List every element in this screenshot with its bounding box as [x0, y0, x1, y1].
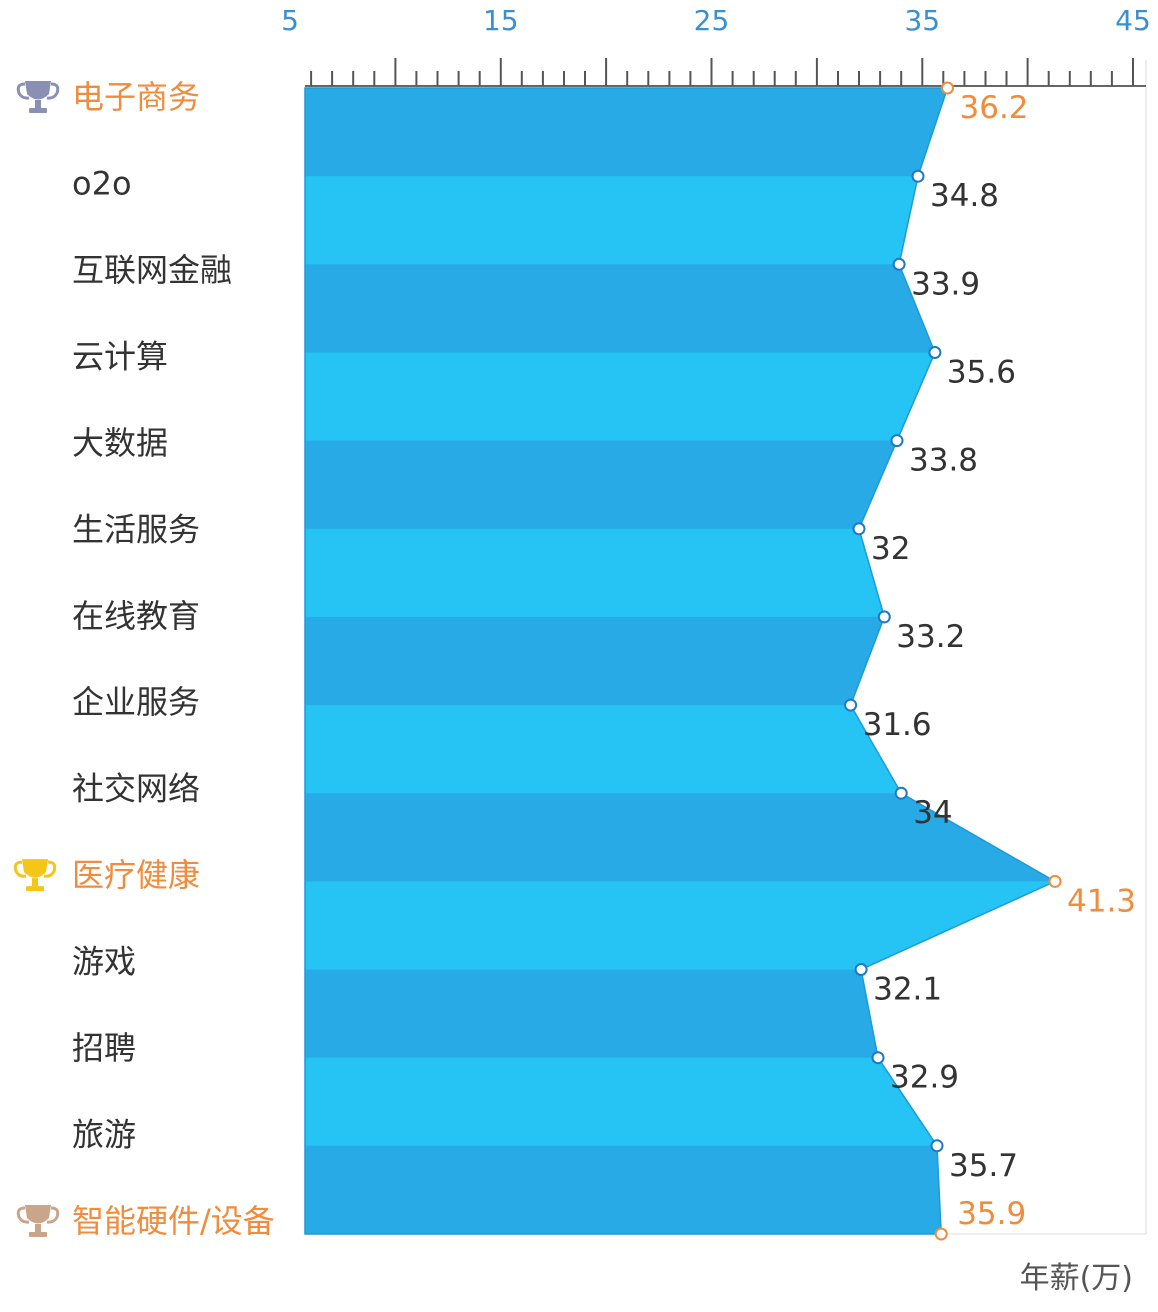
- data-value-label: 35.6: [947, 355, 1016, 391]
- data-value-label: 33.2: [896, 619, 965, 655]
- area-band: [305, 705, 1055, 794]
- area-bands: [305, 88, 1055, 1234]
- data-point: [911, 169, 925, 183]
- category-label: 互联网金融: [72, 251, 232, 289]
- category-label: 智能硬件/设备: [72, 1202, 275, 1240]
- data-value-label: 34: [913, 795, 952, 831]
- data-point: [894, 786, 908, 800]
- category-label: 云计算: [72, 337, 168, 375]
- data-point: [892, 257, 906, 271]
- category-label: 生活服务: [72, 510, 200, 548]
- data-value-label: 35.9: [957, 1196, 1026, 1232]
- data-point: [930, 1139, 944, 1153]
- area-band: [305, 264, 1055, 354]
- data-value-label: 35.7: [949, 1148, 1018, 1184]
- category-label: 医疗健康: [72, 856, 200, 894]
- data-point: [854, 963, 868, 976]
- data-point: [844, 698, 858, 712]
- data-point: [1048, 874, 1062, 888]
- data-point: [877, 610, 891, 624]
- category-label: 旅游: [72, 1116, 136, 1154]
- data-value-label: 32.1: [873, 972, 942, 1008]
- area-band: [305, 440, 1055, 530]
- area-band: [305, 528, 1055, 618]
- data-value-label: 32: [871, 531, 910, 567]
- x-tick-label: 25: [694, 4, 730, 37]
- x-tick-label: 15: [483, 4, 519, 37]
- data-value-label: 33.9: [911, 266, 980, 302]
- area-band: [305, 881, 1055, 971]
- area-band: [305, 969, 1055, 1059]
- data-point: [928, 346, 942, 359]
- category-label: o2o: [72, 165, 132, 203]
- category-label: 电子商务: [72, 78, 200, 116]
- gold-trophy-icon: [13, 859, 57, 892]
- area-band: [305, 176, 1055, 265]
- category-label: 企业服务: [72, 683, 200, 721]
- data-value-label: 32.9: [890, 1060, 959, 1096]
- data-value-label: 36.2: [960, 90, 1029, 126]
- data-value-label: 31.6: [863, 707, 932, 743]
- category-label: 在线教育: [72, 597, 200, 635]
- category-label: 社交网络: [72, 770, 200, 808]
- data-value-label: 34.8: [930, 178, 999, 214]
- data-value-label: 41.3: [1067, 883, 1136, 919]
- area-band: [305, 1057, 1055, 1147]
- data-point: [871, 1051, 885, 1065]
- category-label: 大数据: [72, 424, 168, 462]
- area-band: [305, 1145, 1055, 1234]
- data-value-label: 33.8: [909, 443, 978, 479]
- data-point: [852, 522, 866, 536]
- category-label: 游戏: [72, 943, 136, 981]
- data-point: [934, 1227, 948, 1241]
- x-tick-label: 35: [904, 4, 940, 37]
- area-band: [305, 616, 1055, 706]
- x-tick-label: 5: [281, 4, 299, 37]
- unit-label: 年薪(万): [1020, 1261, 1133, 1296]
- data-point: [890, 434, 904, 448]
- area-band: [305, 352, 1055, 442]
- category-label: 招聘: [72, 1029, 136, 1067]
- area-band: [305, 793, 1055, 882]
- x-tick-label: 45: [1115, 4, 1151, 37]
- data-point: [941, 81, 954, 95]
- silver-trophy-icon: [16, 81, 60, 113]
- bronze-trophy-icon: [16, 1205, 60, 1237]
